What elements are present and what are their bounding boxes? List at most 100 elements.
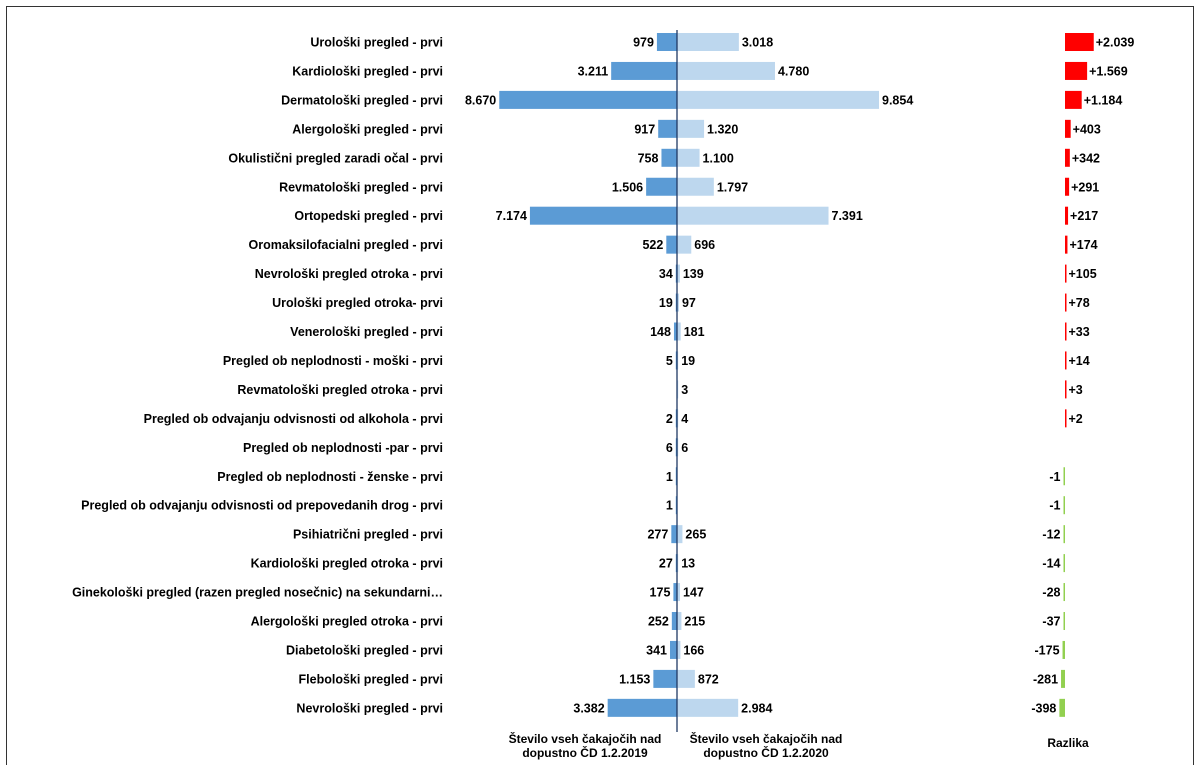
value-label-2019: 1	[666, 499, 673, 513]
value-label-2020: 696	[694, 238, 715, 252]
value-label-difference: +403	[1073, 122, 1101, 136]
value-label-2019: 5	[666, 354, 673, 368]
value-label-2019: 7.174	[496, 209, 527, 223]
bar-2020	[677, 612, 682, 630]
value-label-2019: 175	[650, 586, 671, 600]
value-label-difference: -1	[1049, 499, 1060, 513]
caption-2020-line2: dopustno ČD 1.2.2020	[703, 745, 829, 760]
bar-2019	[499, 90, 677, 109]
value-label-2020: 4.780	[778, 64, 809, 78]
category-label: Kardiološki pregled - prvi	[292, 64, 443, 78]
bar-2020	[677, 235, 692, 254]
value-label-2019: 8.670	[465, 93, 496, 107]
caption-2019-line1: Število vseh čakajočih nad	[509, 731, 662, 746]
bar-2020	[677, 264, 680, 283]
category-label: Venerološki pregled - prvi	[290, 325, 443, 339]
value-label-2020: 1.100	[703, 151, 734, 165]
value-label-2020: 1.797	[717, 180, 748, 194]
value-label-2020: 7.391	[832, 209, 863, 223]
bar-2020	[677, 119, 705, 138]
category-label: Alergološki pregled - prvi	[292, 122, 443, 136]
bar-2019	[673, 583, 677, 602]
value-label-2020: 3.018	[742, 36, 773, 50]
category-label: Kardiološki pregled otroka - prvi	[251, 557, 443, 571]
bar-difference	[1065, 33, 1094, 51]
value-label-2020: 181	[684, 325, 705, 339]
category-label: Diabetološki pregled - prvi	[286, 643, 443, 657]
category-label: Okulistični pregled zaradi očal - prvi	[228, 151, 443, 165]
category-label: Pregled ob odvajanju odvisnosti od prepo…	[81, 499, 443, 513]
value-label-difference: +33	[1069, 325, 1090, 339]
value-label-2019: 1	[666, 470, 673, 484]
value-label-difference: +1.569	[1089, 64, 1128, 78]
value-label-2020: 97	[682, 296, 696, 310]
bar-2020	[677, 90, 880, 109]
category-label: Ginekološki pregled (razen pregled noseč…	[72, 586, 443, 600]
value-label-difference: +217	[1070, 209, 1098, 223]
bar-2019	[529, 206, 677, 225]
value-label-difference: -14	[1042, 557, 1060, 571]
bar-difference	[1065, 293, 1067, 312]
value-label-2020: 215	[684, 615, 705, 629]
value-label-2019: 1.153	[619, 672, 650, 686]
bar-difference	[1065, 90, 1082, 109]
bar-difference	[1059, 698, 1065, 717]
bar-2020	[677, 206, 829, 225]
value-label-2020: 4	[681, 412, 688, 426]
bar-difference	[1065, 351, 1067, 370]
value-label-difference: +291	[1071, 180, 1099, 194]
value-label-2019: 522	[642, 238, 663, 252]
category-label: Ortopedski pregled - prvi	[294, 209, 443, 223]
value-label-2019: 758	[638, 151, 659, 165]
value-label-2020: 6	[681, 441, 688, 455]
value-label-difference: +3	[1069, 383, 1083, 397]
value-label-2020: 3	[681, 383, 688, 397]
bar-2020	[677, 293, 679, 312]
value-label-difference: +174	[1069, 238, 1097, 252]
value-label-2019: 148	[650, 325, 671, 339]
value-label-2019: 3.382	[573, 701, 604, 715]
bar-difference	[1063, 496, 1065, 515]
bar-2020	[677, 148, 700, 167]
bar-difference	[1065, 177, 1070, 196]
category-label: Flebološki pregled - prvi	[299, 672, 443, 686]
value-label-2020: 2.984	[741, 701, 772, 715]
value-label-2020: 1.320	[707, 122, 738, 136]
value-label-2019: 19	[659, 296, 673, 310]
category-label: Revmatološki pregled otroka - prvi	[237, 383, 443, 397]
value-label-2020: 166	[683, 643, 704, 657]
bar-2020	[677, 583, 681, 602]
value-label-2020: 139	[683, 267, 704, 281]
value-label-2019: 979	[633, 36, 654, 50]
value-label-difference: -28	[1042, 586, 1060, 600]
bar-difference	[1063, 525, 1065, 544]
bar-difference	[1065, 409, 1067, 428]
bar-2019	[611, 61, 677, 80]
value-label-2020: 9.854	[882, 93, 913, 107]
value-label-difference: +2.039	[1096, 36, 1135, 50]
value-label-2019: 6	[666, 441, 673, 455]
category-label: Revmatološki pregled - prvi	[279, 180, 443, 194]
bar-difference	[1065, 206, 1069, 225]
value-label-difference: +342	[1072, 151, 1100, 165]
bar-2019	[646, 177, 677, 196]
category-label: Pregled ob neplodnosti - moški - prvi	[223, 354, 443, 368]
value-label-difference: -37	[1042, 615, 1060, 629]
bar-2019	[666, 235, 677, 254]
value-label-2019: 341	[646, 643, 667, 657]
bar-difference	[1065, 235, 1068, 254]
bar-2019	[656, 33, 677, 51]
bar-difference	[1065, 148, 1070, 167]
value-label-2020: 872	[698, 672, 719, 686]
bar-2020	[677, 698, 739, 717]
value-label-2019: 1.506	[612, 180, 643, 194]
bar-2019	[653, 669, 677, 688]
bar-2019	[661, 148, 677, 167]
value-label-2020: 265	[685, 528, 706, 542]
value-label-2019: 252	[648, 615, 669, 629]
bar-difference	[1063, 583, 1065, 602]
caption-difference: Razlika	[1047, 736, 1089, 750]
value-label-difference: -398	[1031, 701, 1056, 715]
category-label: Pregled ob neplodnosti -par - prvi	[243, 441, 443, 455]
value-label-2020: 19	[681, 354, 695, 368]
